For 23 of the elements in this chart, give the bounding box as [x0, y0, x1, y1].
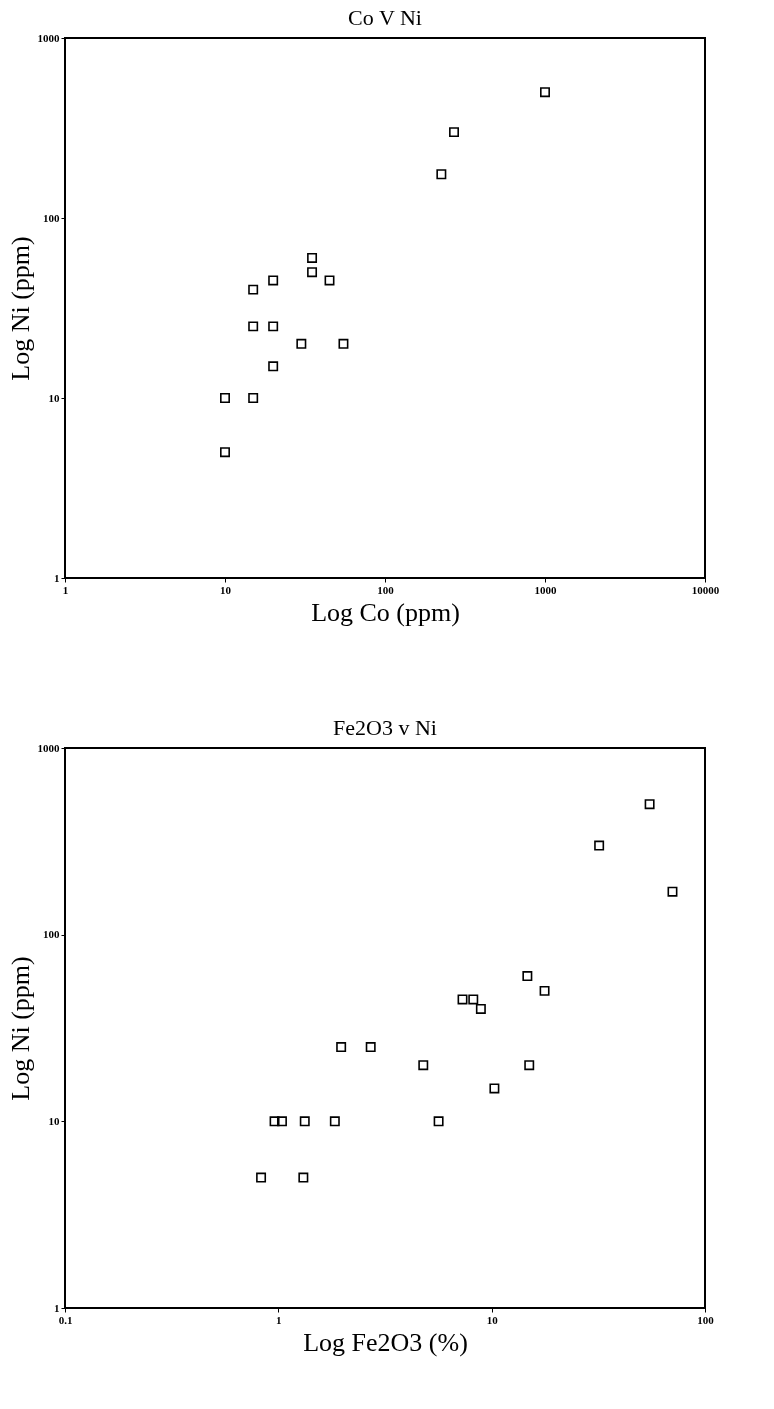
x-tick-label: 10: [220, 583, 232, 596]
x-tick-label: 0.1: [58, 1313, 73, 1326]
y-tick-label: 10: [48, 1114, 60, 1127]
x-tick-label: 1: [276, 1313, 282, 1326]
x-tick-label: 1000: [534, 583, 557, 596]
y-tick-label: 100: [43, 211, 60, 224]
y-tick-label: 1000: [37, 741, 60, 754]
x-tick-label: 10000: [691, 583, 720, 596]
y-tick-label: 1: [54, 1301, 60, 1314]
y-tick-label: 1000: [37, 31, 60, 44]
x-axis-title: Log Co (ppm): [311, 597, 460, 627]
y-axis-title: Log Ni (ppm): [5, 236, 35, 381]
y-tick-label: 1: [54, 571, 60, 584]
x-tick-label: 100: [697, 1313, 715, 1326]
x-tick-label: 10: [486, 1313, 499, 1326]
x-tick-label: 100: [377, 583, 395, 596]
x-tick-label: 1: [62, 583, 69, 596]
x-axis-title: Log Fe2O3 (%): [303, 1327, 468, 1357]
y-axis-title: Log Ni (ppm): [5, 956, 35, 1101]
y-tick-label: 10: [48, 391, 60, 404]
chart-title: Fe2O3 v Ni: [333, 715, 437, 740]
chart-title: Co V Ni: [348, 5, 422, 30]
y-tick-label: 100: [43, 928, 60, 941]
